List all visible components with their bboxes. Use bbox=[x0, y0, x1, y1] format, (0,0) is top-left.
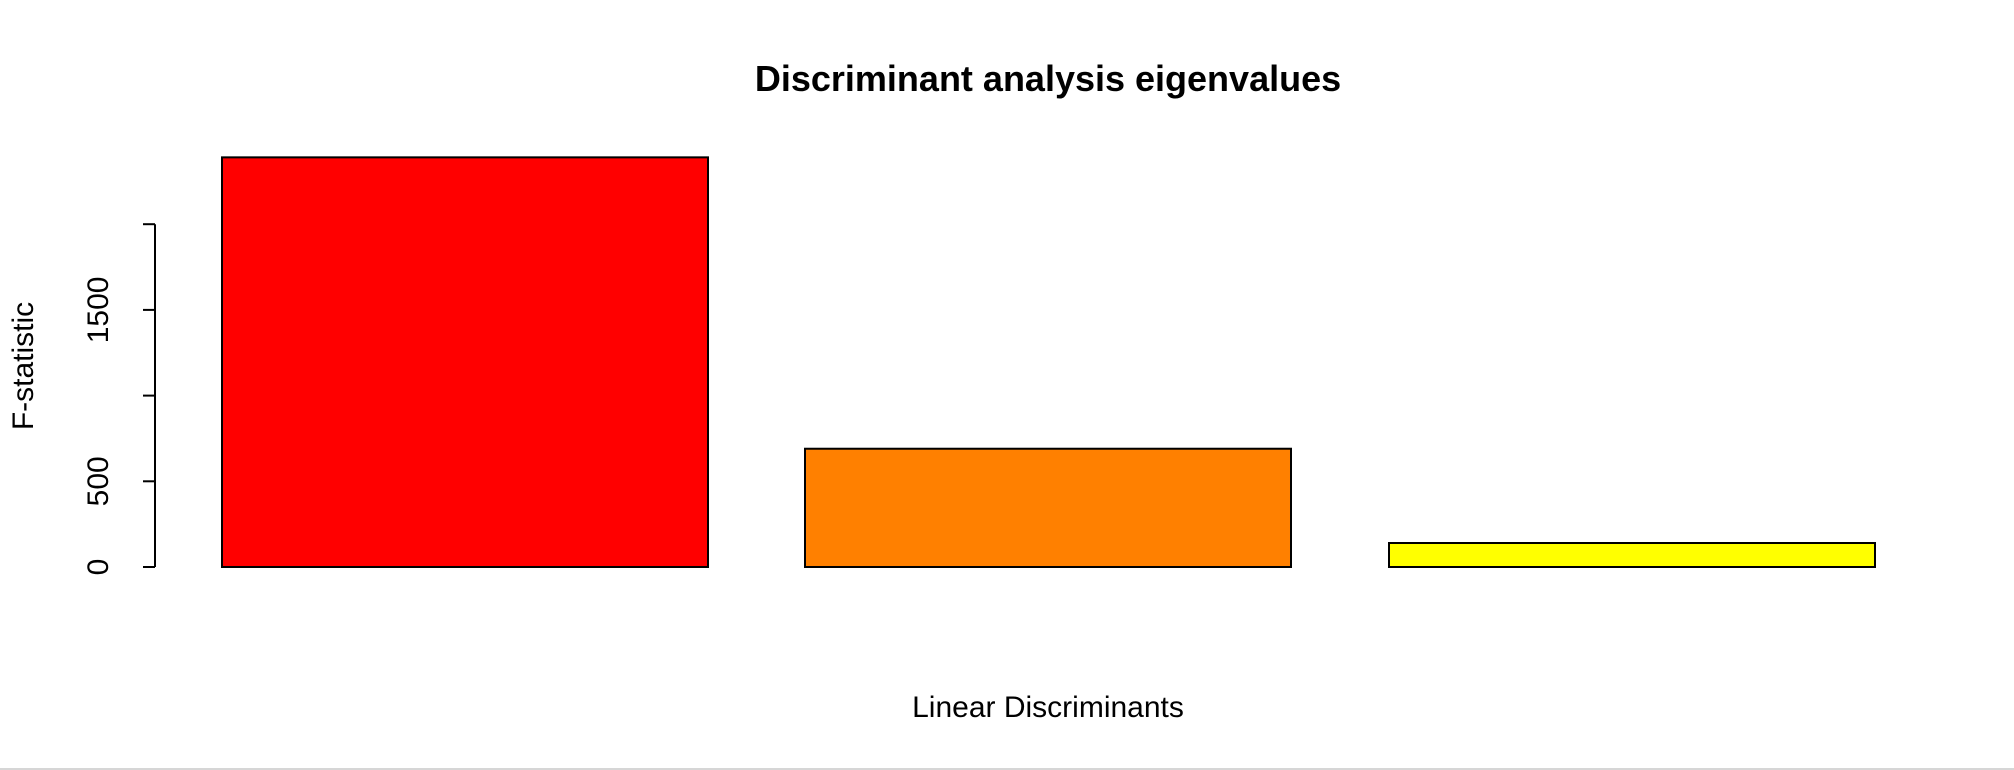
y-axis: 0 500 1500 bbox=[82, 223, 156, 576]
y-tick-label-1500: 1500 bbox=[82, 277, 115, 344]
bars bbox=[221, 156, 1876, 569]
chart-title: Discriminant analysis eigenvalues bbox=[755, 58, 1341, 99]
y-axis-label: F-statistic bbox=[7, 302, 40, 430]
x-axis-label: Linear Discriminants bbox=[912, 691, 1184, 724]
y-tick-label-0: 0 bbox=[82, 559, 115, 576]
bar-ld1 bbox=[221, 156, 709, 568]
bar-ld2 bbox=[804, 447, 1292, 569]
bar-ld3 bbox=[1388, 542, 1876, 569]
y-tick-label-500: 500 bbox=[82, 456, 115, 506]
